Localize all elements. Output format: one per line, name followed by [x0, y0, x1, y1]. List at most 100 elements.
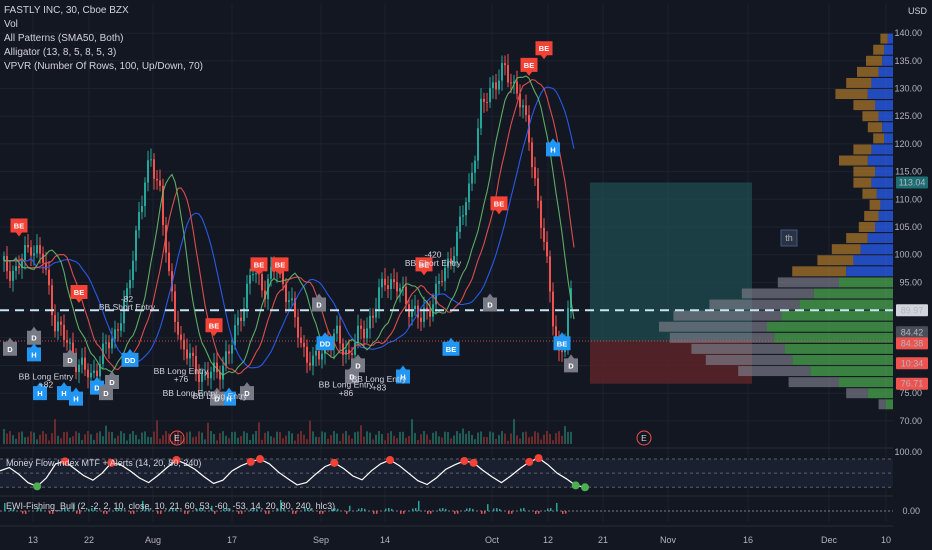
trade-annotation: +86 [339, 388, 354, 398]
candle-body [165, 225, 167, 253]
candle-body [474, 160, 476, 173]
alligator-lines [4, 75, 575, 376]
ewi-bar [337, 508, 339, 511]
vp-row-up [880, 199, 893, 210]
candle-body [54, 315, 56, 332]
candle-body [243, 308, 245, 322]
candle-body [477, 128, 479, 161]
candle-body [303, 342, 305, 347]
candle-body [552, 291, 554, 327]
ewi-bar [535, 511, 537, 514]
volume-bar [33, 432, 35, 444]
volume-bar [486, 437, 488, 444]
volume-bar [180, 435, 182, 444]
symbol-title[interactable]: FASTLY INC, 30, Cboe BZX [4, 5, 129, 16]
candle-body [555, 326, 557, 338]
signal-shape [442, 337, 460, 356]
candle-body [450, 258, 452, 264]
signal-label: H [31, 350, 36, 359]
price-label-text: 113.04 [899, 177, 926, 187]
volume-bar [501, 431, 503, 444]
candle-body [51, 285, 53, 316]
volume-bar [177, 431, 179, 444]
ewi-indicator-label[interactable]: EWI-Fishing_Bull (2, -2, 2, 10, close, 1… [6, 501, 336, 511]
volume-bar [3, 429, 5, 444]
volume-bar [138, 439, 140, 444]
alligator-indicator-label[interactable]: Alligator (13, 8, 5, 8, 5, 3) [4, 47, 117, 58]
mfi-overbought-dot [469, 458, 478, 467]
ewi-bar [175, 508, 177, 511]
candle-body [210, 371, 212, 379]
trade-annotation: BB Long Entry [19, 371, 75, 381]
volume-bar [129, 433, 131, 444]
vp-row-down [835, 89, 868, 100]
vp-row-up [860, 244, 893, 255]
volume-bar [390, 431, 392, 444]
bearish-pattern-marker: BE [250, 257, 268, 276]
ewi-bar [322, 511, 324, 514]
volume-bar [441, 437, 443, 444]
trade-annotation: +83 [372, 382, 387, 392]
candle-body [45, 262, 47, 270]
volume-bar [522, 432, 524, 444]
ewi-bar [253, 508, 255, 511]
candle-body [321, 353, 323, 360]
candle-body [318, 350, 320, 360]
mfi-indicator-label[interactable]: Money Flow Index MTF + Alerts (14, 20, 8… [6, 458, 202, 468]
candle-body [108, 342, 110, 349]
bullish-pattern-marker: DD [121, 348, 139, 367]
volume-bar [267, 431, 269, 444]
volume-bar [456, 431, 458, 444]
candle-body [15, 266, 17, 271]
candle-body [300, 337, 302, 343]
ewi-bar [391, 508, 393, 511]
volume-bar [90, 434, 92, 444]
neutral-pattern-marker: D [63, 348, 77, 367]
volume-indicator-label[interactable]: Vol [4, 19, 18, 30]
candle-body [177, 321, 179, 335]
volume-bar [459, 433, 461, 444]
volume-bar [480, 431, 482, 444]
vp-row-up [853, 255, 893, 266]
vpvr-indicator-label[interactable]: VPVR (Number Of Rows, 100, Up/Down, 70) [4, 61, 203, 72]
ewi-bar [565, 511, 567, 514]
volume-bar [42, 431, 44, 444]
vp-row-up [871, 144, 893, 155]
signal-label: BE [14, 222, 24, 231]
volume-bar [333, 431, 335, 444]
position-tag-label: th [785, 233, 793, 243]
vp-row-up [785, 343, 893, 354]
vp-row-down [691, 343, 785, 354]
volume-bar [159, 438, 161, 444]
neutral-pattern-marker: D [240, 382, 254, 401]
candle-body [261, 274, 263, 291]
volume-bar [543, 434, 545, 444]
signal-shape [69, 387, 83, 406]
volume-bar [516, 435, 518, 444]
candle-body [516, 81, 518, 94]
volume-bar [198, 431, 200, 444]
volume-bar [435, 431, 437, 444]
volume-bar [132, 431, 134, 444]
candle-body [489, 88, 491, 103]
ewi-bar [439, 508, 441, 511]
volume-bar [219, 433, 221, 444]
vp-row-up [846, 266, 893, 277]
ewi-bar [412, 508, 414, 511]
trade-annotation: BB Long Entry [154, 366, 210, 376]
candle-body [447, 258, 449, 268]
ewi-bar [442, 508, 444, 511]
volume-bar [54, 419, 56, 444]
signal-shape [105, 371, 119, 390]
vp-row-down [864, 210, 879, 221]
ewi-bar [172, 508, 174, 511]
volume-bar [507, 440, 509, 444]
signal-shape [415, 257, 433, 276]
patterns-indicator-label[interactable]: All Patterns (SMA50, Both) [4, 33, 124, 44]
ewi-bar [487, 504, 489, 511]
ewi-bar [538, 511, 540, 514]
price-tick: 135.00 [894, 56, 922, 66]
candle-body [201, 372, 203, 382]
volume-bar [546, 431, 548, 444]
